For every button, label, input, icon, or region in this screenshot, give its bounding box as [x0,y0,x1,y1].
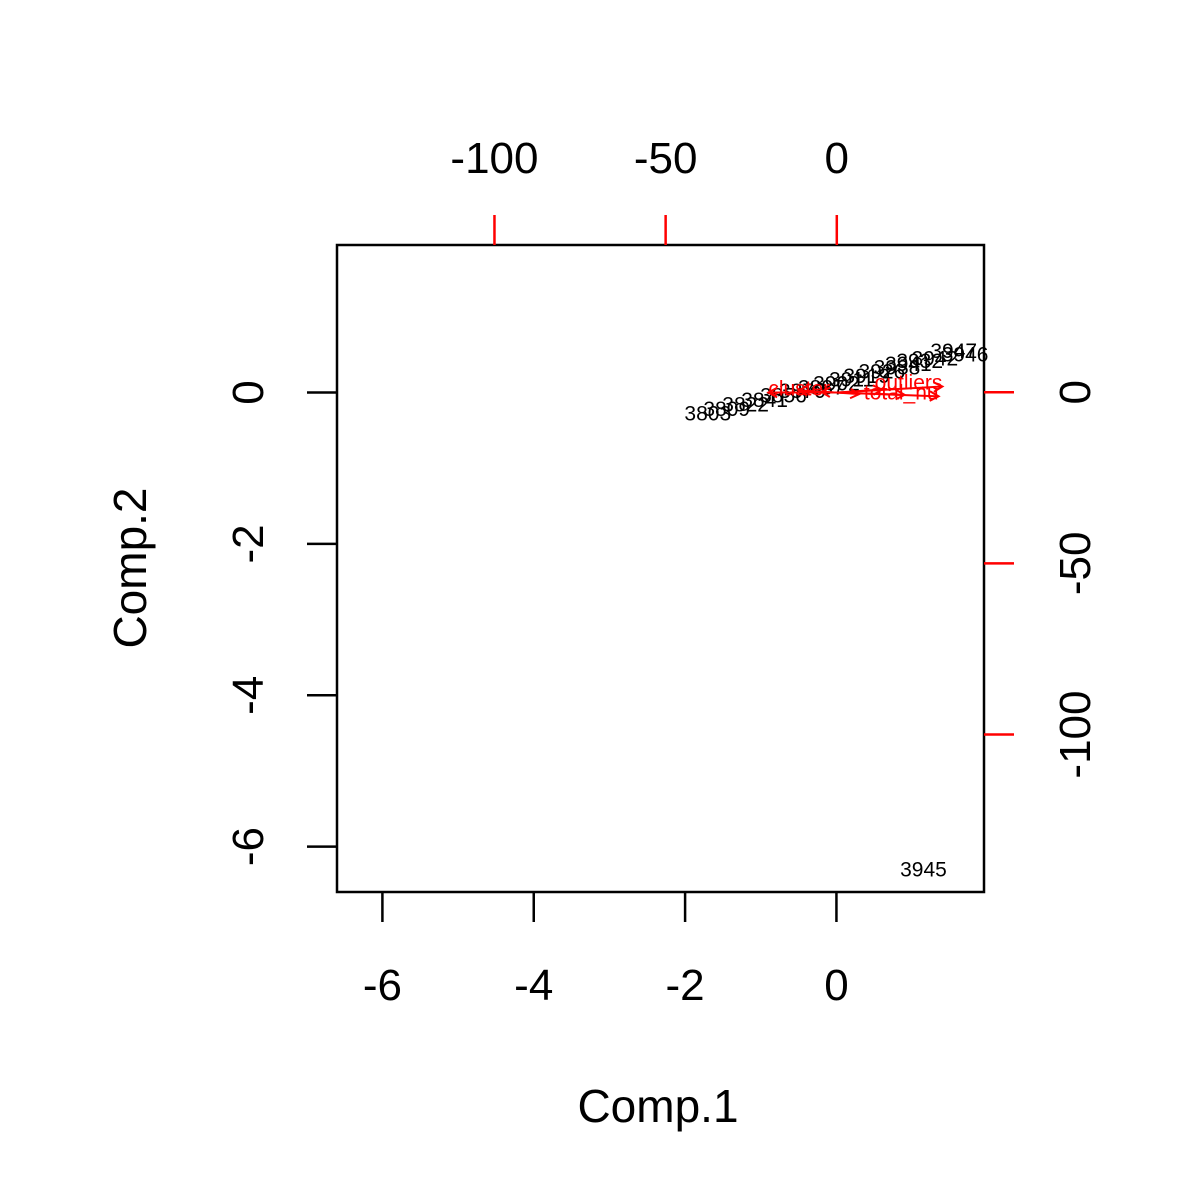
observation-label: 3919 [843,365,890,388]
observation-labels: 3947394639423932394139383926391939113902… [684,340,988,426]
loading-arrowhead [895,388,907,401]
corner-observation-label: 3945 [900,858,947,881]
y-tick-label: 0 [224,380,273,404]
x-tick-label: 0 [824,961,848,1010]
observation-label: 3946 [942,344,989,367]
y-axis-left: -6 -4 -2 0 [224,380,337,866]
loading-arrow [836,391,905,396]
x-tick-label: -2 [666,961,705,1010]
y-tick-label: -4 [224,676,273,715]
right-tick-label: -100 [1051,690,1100,778]
top-tick-label: -50 [634,134,698,183]
loading-arrowhead [819,386,831,398]
y-axis-right-secondary: -100 -50 0 [984,380,1100,779]
top-tick-label: -100 [450,134,538,183]
right-tick-label: 0 [1051,380,1100,404]
y-tick-label: -2 [224,524,273,563]
loading-arrowhead [932,381,945,393]
observation-label: 3809 [703,398,750,421]
y-tick-label: -6 [224,827,273,866]
loading-arrow [821,390,837,394]
observation-label: 3926 [858,360,905,383]
observation-label: 3942 [911,348,958,371]
observation-label: 3941 [885,353,932,376]
observation-label: 3803 [684,403,731,426]
loading-arrowhead [796,385,809,397]
observation-label: 3938 [874,357,921,380]
x-axis-bottom: -6 -4 -2 0 [363,892,849,1010]
x-axis-top-secondary: -100 -50 0 [450,134,849,245]
top-tick-label: 0 [825,134,849,183]
loading-arrowhead [929,390,941,402]
observation-label: 3947 [930,340,977,363]
loading-label: outliers [875,372,943,395]
x-tick-label: -4 [514,961,553,1010]
x-tick-label: -6 [363,961,402,1010]
loading-arrowhead [766,386,778,399]
y-axis-title: Comp.2 [104,487,156,648]
observation-label: 3932 [896,350,943,373]
plot-area-frame [335,243,986,894]
right-tick-label: -50 [1051,532,1100,596]
observation-label: 3911 [829,369,874,392]
x-axis-title: Comp.1 [577,1080,738,1132]
observation-label: 3841 [741,389,788,412]
observation-label: 3822 [722,394,769,417]
